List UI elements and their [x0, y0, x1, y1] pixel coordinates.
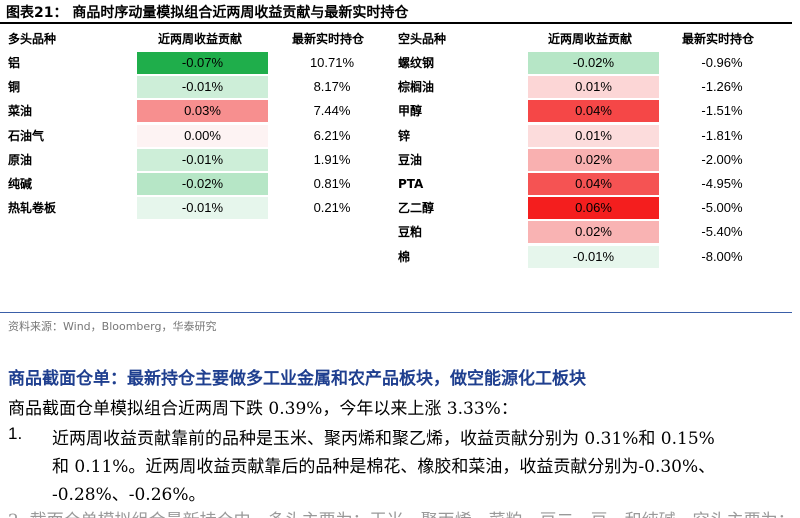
short-commodity-name: PTA [398, 177, 424, 191]
short-commodity-name: 乙二醇 [398, 201, 435, 216]
short-commodity-name: 豆粕 [398, 225, 423, 240]
long-position-cell: 0.21% [313, 200, 351, 216]
header-long-contribution: 近两周收益贡献 [158, 32, 243, 46]
short-contribution-cell: -0.01% [528, 245, 659, 268]
header-long-name: 多头品种 [8, 32, 57, 46]
short-contribution-cell: 0.02% [528, 221, 659, 244]
long-position-cell: 10.71% [309, 55, 355, 70]
bottom-rule [0, 312, 792, 313]
top-rule [0, 22, 792, 24]
header-short-position: 最新实时持仓 [682, 32, 755, 46]
cut-off-line: 2. 截面仓单模拟组合最新持仓中，多头主要为：玉米、聚丙烯、菜粕、豆二、豆一和纯… [8, 504, 788, 518]
long-commodity-name: 铝 [8, 56, 21, 70]
long-contribution-cell: -0.01% [137, 148, 268, 171]
cut-off-text: 2. 截面仓单模拟组合最新持仓中，多头主要为：玉米、聚丙烯、菜粕、豆二、豆一和纯… [8, 506, 788, 518]
short-position-cell: -1.26% [701, 79, 743, 95]
long-commodity-name: 热轧卷板 [8, 201, 57, 216]
short-contribution-cell: 0.01% [528, 76, 659, 99]
long-contribution-cell: -0.01% [137, 197, 268, 220]
long-position-cell: 8.17% [313, 79, 351, 95]
source-note: 资料来源：Wind，Bloomberg，华泰研究 [8, 320, 217, 333]
short-position-cell: -2.00% [701, 151, 743, 167]
long-position-cell: 0.81% [313, 176, 351, 191]
long-contribution-cell: 0.00% [137, 124, 268, 147]
long-commodity-name: 纯碱 [8, 177, 33, 191]
list-line-1: 近两周收益贡献靠前的品种是玉米、聚丙烯和聚乙烯，收益贡献分别为 0.31%和 0… [52, 429, 715, 449]
long-position-cell: 1.91% [313, 151, 351, 167]
short-contribution-cell: 0.06% [528, 197, 659, 220]
short-commodity-name: 棉 [398, 249, 411, 264]
short-position-cell: -4.95% [701, 176, 743, 191]
header-long-position: 最新实时持仓 [292, 32, 365, 46]
short-contribution-cell: 0.02% [528, 148, 659, 171]
long-contribution-cell: -0.02% [137, 173, 268, 195]
short-position-cell: -0.96% [701, 55, 743, 70]
long-contribution-cell: -0.07% [137, 52, 268, 74]
short-commodity-name: 甲醇 [398, 104, 423, 119]
header-short-contribution: 近两周收益贡献 [548, 32, 633, 46]
long-commodity-name: 石油气 [8, 128, 45, 143]
list-number: 1. [8, 424, 23, 443]
short-contribution-cell: 0.01% [528, 124, 659, 147]
short-position-cell: -1.51% [701, 103, 743, 119]
short-commodity-name: 豆油 [398, 152, 423, 167]
short-position-cell: -8.00% [701, 248, 743, 264]
long-position-cell: 7.44% [313, 103, 351, 119]
header-short-name: 空头品种 [398, 32, 447, 46]
list-line-2: 和 0.11%。近两周收益贡献靠后的品种是棉花、橡胶和菜油，收益贡献分别为-0.… [52, 457, 716, 477]
short-contribution-cell: 0.04% [528, 173, 659, 195]
short-position-cell: -5.40% [701, 224, 743, 240]
short-commodity-name: 螺纹钢 [398, 56, 435, 70]
long-commodity-name: 菜油 [8, 104, 33, 119]
short-contribution-cell: -0.02% [528, 52, 659, 74]
long-contribution-cell: -0.01% [137, 76, 268, 99]
summary-paragraph: 商品截面仓单模拟组合近两周下跌 0.39%，今年以来上涨 3.33%： [8, 399, 518, 419]
short-commodity-name: 锌 [398, 128, 411, 143]
short-contribution-cell: 0.04% [528, 100, 659, 123]
long-commodity-name: 铜 [8, 80, 21, 95]
long-position-cell: 6.21% [313, 127, 351, 143]
figure-title: 图表21： 商品时序动量模拟组合近两周收益贡献与最新实时持仓 [6, 5, 409, 21]
short-position-cell: -5.00% [701, 200, 743, 216]
long-commodity-name: 原油 [8, 152, 33, 167]
list-line-3: -0.28%、-0.26%。 [52, 485, 206, 505]
short-position-cell: -1.81% [701, 127, 743, 143]
long-contribution-cell: 0.03% [137, 100, 268, 123]
section-title: 商品截面仓单：最新持仓主要做多工业金属和农产品板块，做空能源化工板块 [8, 369, 586, 389]
short-commodity-name: 棕榈油 [398, 80, 435, 95]
